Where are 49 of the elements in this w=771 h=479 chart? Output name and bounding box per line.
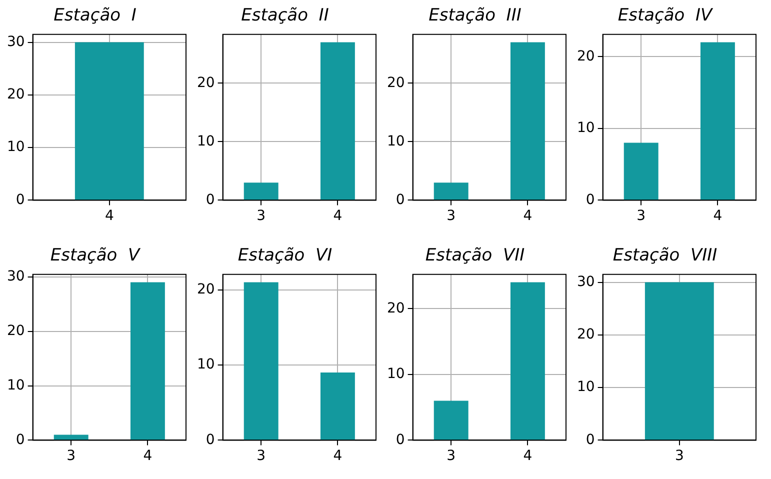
chart-title: Estação IV (618, 6, 714, 26)
y-tick-label: 10 (6, 139, 25, 156)
x-tick-label: 4 (104, 208, 114, 224)
y-tick-label: 10 (576, 379, 595, 396)
x-tick-label: 4 (333, 208, 342, 224)
y-tick-label: 10 (386, 133, 405, 150)
y-tick-label: 30 (6, 34, 25, 50)
y-tick-label: 20 (196, 74, 215, 91)
y-tick-label: 0 (16, 192, 25, 208)
y-tick-label: 20 (576, 326, 595, 343)
x-tick-label: 3 (636, 208, 646, 224)
y-tick-label: 30 (6, 268, 25, 284)
y-tick-label: 10 (6, 377, 25, 394)
y-tick-label: 20 (6, 86, 25, 103)
x-tick-label: 4 (523, 448, 532, 464)
x-tick-label: 3 (256, 448, 266, 464)
y-tick-label: 10 (386, 366, 405, 382)
chart-title: Estação VI (238, 246, 332, 266)
chart-title: Estação VII (425, 246, 525, 266)
y-tick-label: 20 (576, 48, 595, 64)
x-tick-label: 3 (66, 448, 76, 464)
chart-title: Estação I (54, 6, 136, 26)
x-tick-label: 3 (446, 208, 456, 224)
x-tick-label: 4 (333, 448, 342, 464)
y-tick-label: 0 (396, 192, 405, 208)
chart-title: Estação III (428, 6, 522, 26)
x-tick-label: 4 (523, 208, 532, 224)
x-tick-label: 3 (256, 208, 266, 224)
x-tick-label: 3 (674, 448, 684, 464)
y-tick-label: 0 (206, 432, 215, 448)
y-tick-label: 20 (6, 322, 25, 339)
chart-title: Estação V (50, 246, 142, 266)
x-tick-label: 4 (713, 208, 722, 224)
y-tick-label: 0 (396, 432, 405, 448)
y-tick-label: 20 (386, 300, 405, 316)
y-tick-label: 0 (586, 192, 595, 208)
y-tick-label: 30 (576, 274, 595, 290)
chart-title: Estação II (241, 6, 329, 26)
y-tick-label: 20 (386, 74, 405, 91)
y-tick-label: 10 (576, 120, 595, 136)
y-tick-label: 0 (16, 432, 25, 448)
y-tick-label: 10 (196, 356, 215, 373)
y-tick-label: 20 (196, 281, 215, 298)
x-tick-label: 4 (143, 448, 152, 464)
y-tick-label: 0 (206, 192, 215, 208)
chart-title: Estação VIII (612, 246, 718, 266)
x-tick-label: 3 (446, 448, 456, 464)
y-tick-label: 10 (196, 133, 215, 150)
y-tick-label: 0 (586, 432, 595, 448)
